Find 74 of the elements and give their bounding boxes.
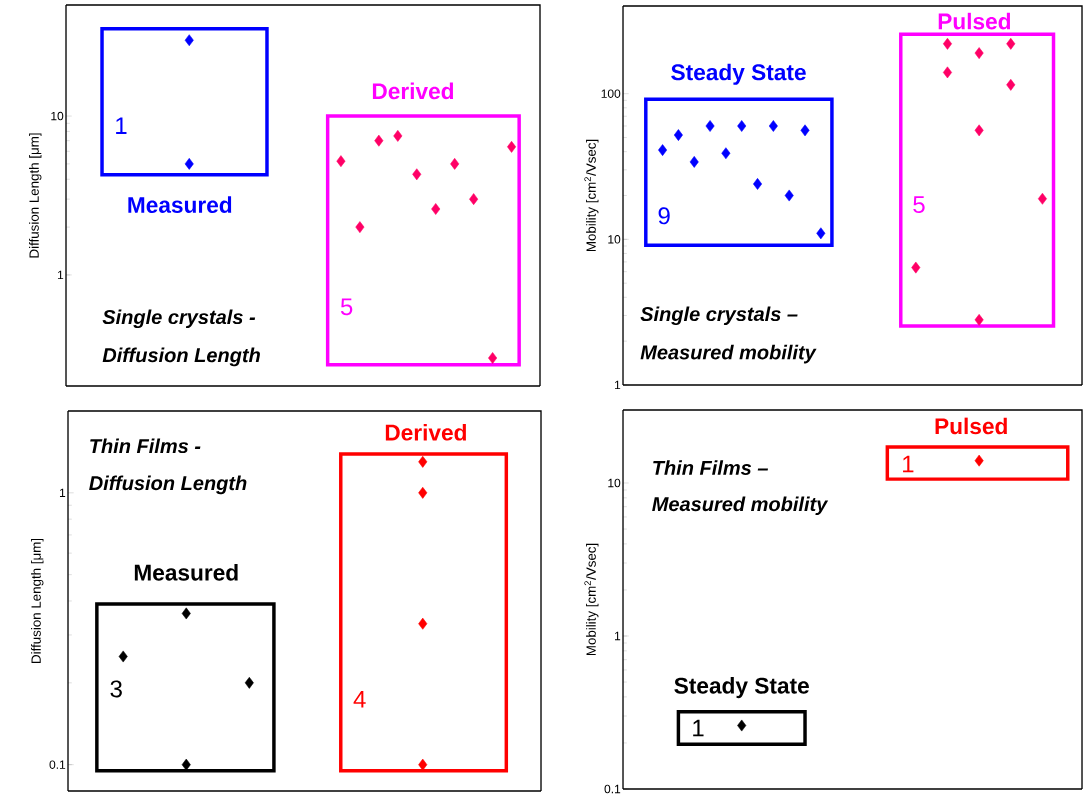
annotation: Measured mobility <box>652 496 829 516</box>
point <box>1006 78 1016 91</box>
annotation: Derived <box>385 423 466 441</box>
point <box>974 47 984 59</box>
point <box>118 650 128 663</box>
annotation: Measured <box>134 564 238 581</box>
annotation: Measured <box>128 196 232 213</box>
y-tick-label: 10 <box>608 235 621 244</box>
y-tick-label: 1 <box>59 488 66 497</box>
y-axis-title: Mobility [cm$^{2}$/Vsec] <box>584 139 599 252</box>
point <box>974 314 984 326</box>
annotation: Thin Films - <box>90 438 201 454</box>
y-tick-label: 0.1 <box>604 784 621 794</box>
point <box>488 352 498 364</box>
point <box>336 155 346 168</box>
point <box>374 134 384 147</box>
point <box>705 120 715 132</box>
point <box>450 158 460 170</box>
annotation: 4 <box>353 691 366 708</box>
point <box>181 607 191 620</box>
annotation: Derived <box>372 82 454 100</box>
y-tick-label: 1 <box>614 380 621 390</box>
point <box>768 120 778 132</box>
point <box>418 455 428 468</box>
point <box>673 129 683 141</box>
point <box>418 617 428 630</box>
y-tick-label: 0.1 <box>49 760 66 769</box>
annotation: 3 <box>110 680 122 698</box>
y-tick-label: 100 <box>601 89 621 98</box>
annotation: Single crystals - <box>102 309 256 329</box>
point <box>721 147 731 160</box>
annotation: Pulsed <box>938 12 1011 30</box>
point <box>431 203 441 215</box>
point <box>689 156 699 168</box>
point <box>1006 37 1016 50</box>
annotation: 1 <box>693 719 704 737</box>
y-tick-label: 10 <box>51 111 64 121</box>
point <box>784 189 794 202</box>
point <box>816 227 826 240</box>
point <box>974 124 984 137</box>
y-axis-title: Mobility [cm$^{2}$/Vsec] <box>584 543 599 656</box>
annotation: 9 <box>658 207 670 225</box>
point <box>469 193 479 205</box>
point <box>244 676 254 689</box>
annotation: 1 <box>903 455 914 473</box>
point <box>184 34 194 47</box>
point <box>753 178 763 190</box>
annotation: Diffusion Length <box>89 475 247 495</box>
point <box>393 130 403 142</box>
point <box>737 120 747 132</box>
y-tick-label: 1 <box>614 631 621 641</box>
point <box>412 168 422 181</box>
y-axis-title: Diffusion Length [μm] <box>31 538 44 663</box>
point <box>911 261 921 274</box>
point <box>184 158 194 170</box>
annotation: Steady State <box>671 63 806 85</box>
point <box>658 144 668 156</box>
y-tick-label: 10 <box>608 478 621 488</box>
annotation: Measured mobility <box>640 344 817 364</box>
point <box>507 140 517 153</box>
annotation: 1 <box>116 117 127 134</box>
annotation: Single crystals – <box>640 306 798 326</box>
annotation: Diffusion Length <box>102 347 260 367</box>
point <box>1037 192 1047 205</box>
annotation: Steady State <box>674 677 809 699</box>
y-tick-label: 1 <box>57 270 64 280</box>
annotation: Pulsed <box>935 417 1007 435</box>
annotation: Thin Films – <box>653 460 768 475</box>
annotation: 5 <box>340 298 353 316</box>
point <box>418 486 428 499</box>
y-axis-title: Diffusion Length [μm] <box>29 133 42 258</box>
annotation: 5 <box>913 196 925 214</box>
point <box>800 124 810 137</box>
point <box>355 221 365 233</box>
